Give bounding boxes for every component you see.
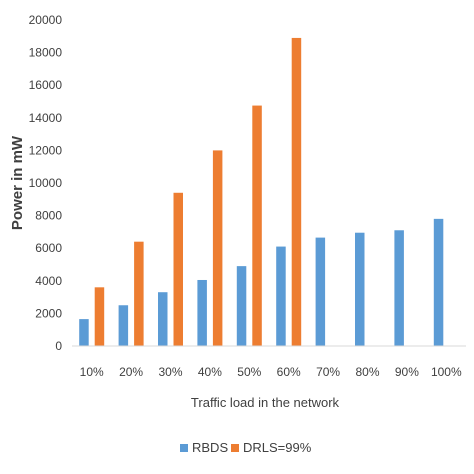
y-tick-label: 18000 (29, 46, 63, 60)
bar-drls-0 (94, 287, 105, 346)
x-tick-label: 80% (355, 365, 379, 379)
y-tick-label: 6000 (35, 241, 62, 255)
bar-rbds-8 (394, 230, 404, 346)
y-tick-label: 10000 (29, 176, 63, 190)
x-tick-label: 40% (198, 365, 222, 379)
y-tick-label: 12000 (29, 143, 63, 157)
y-tick-label: 16000 (29, 78, 63, 92)
x-tick-label: 70% (316, 365, 340, 379)
bar-drls-4 (252, 105, 262, 346)
y-tick-label: 2000 (35, 306, 62, 320)
x-tick-label: 20% (119, 365, 143, 379)
legend-label-drls: DRLS=99% (243, 440, 312, 455)
bar-rbds-6 (315, 237, 326, 346)
y-tick-label: 14000 (29, 111, 63, 125)
bar-rbds-0 (79, 319, 89, 346)
bar-drls-5 (291, 37, 302, 347)
bar-drls-3 (212, 150, 223, 346)
x-tick-label: 100% (431, 365, 462, 379)
x-tick-label: 10% (80, 365, 104, 379)
bar-rbds-9 (433, 218, 444, 346)
bar-rbds-4 (236, 266, 247, 346)
legend-swatch-drls (231, 444, 239, 452)
bar-drls-1 (134, 241, 144, 346)
x-tick-label: 50% (237, 365, 261, 379)
bar-rbds-7 (355, 232, 365, 346)
bar-rbds-5 (276, 246, 286, 346)
bars (79, 37, 444, 347)
bar-drls-2 (173, 192, 183, 346)
x-tick-label: 90% (395, 365, 419, 379)
bar-rbds-2 (158, 292, 168, 346)
y-axis-ticks: 0 2000 4000 6000 8000 10000 12000 14000 16000 180… (29, 13, 63, 353)
x-tick-label: 30% (158, 365, 182, 379)
legend-swatch-rbds (180, 444, 188, 452)
y-tick-label: 8000 (35, 209, 62, 223)
x-tick-label: 60% (277, 365, 301, 379)
x-axis-ticks: 10% 20% 30% 40% 50% 60% 70% 80% 90% 100% (80, 365, 462, 379)
x-axis-title: Traffic load in the network (191, 395, 340, 410)
legend: RBDS DRLS=99% (180, 440, 312, 455)
y-tick-label: 4000 (35, 274, 62, 288)
bar-rbds-1 (118, 305, 129, 346)
y-axis-title: Power in mW (9, 135, 26, 230)
y-tick-label: 0 (55, 339, 62, 353)
legend-label-rbds: RBDS (192, 440, 228, 455)
bar-rbds-3 (197, 279, 207, 346)
y-tick-label: 20000 (29, 13, 63, 27)
